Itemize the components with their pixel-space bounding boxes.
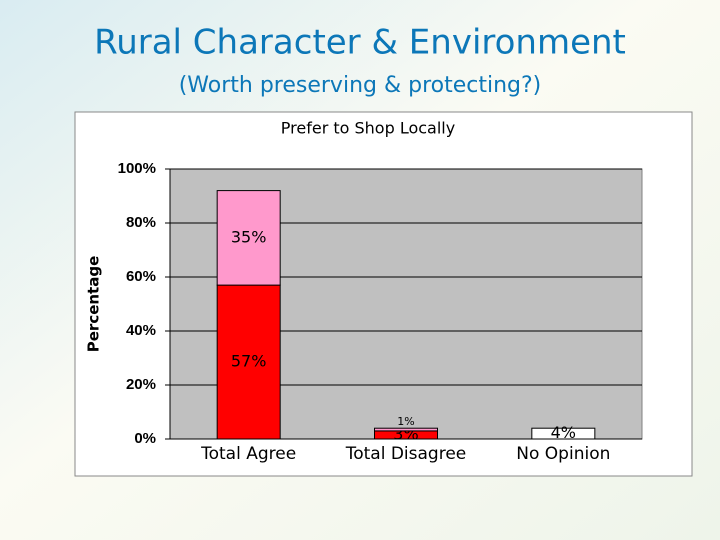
y-tick-label: 100%	[118, 160, 156, 177]
value-label: 1%	[397, 415, 414, 428]
y-axis-label: Percentage	[85, 256, 103, 353]
x-tick-label: Total Agree	[200, 444, 296, 464]
slide-title: Rural Character & Environment	[94, 23, 626, 63]
x-tick-label: No Opinion	[516, 444, 610, 464]
bar-segment	[216, 190, 281, 286]
bar-segment	[374, 427, 438, 432]
slide-subtitle: (Worth preserving & protecting?)	[179, 73, 542, 98]
chart: 0% 20% 40% 60% 80% 100% Total Agree 57% 35% Total…	[118, 160, 642, 464]
y-tick-label: 20%	[126, 376, 156, 393]
value-label: 4%	[551, 423, 576, 442]
y-tick-label: 60%	[126, 268, 156, 285]
y-tick-label: 40%	[126, 322, 156, 339]
chart-title: Prefer to Shop Locally	[281, 119, 455, 138]
bar-segment	[216, 284, 281, 440]
value-label: 35%	[231, 227, 267, 246]
value-label: 57%	[231, 352, 267, 371]
y-tick-label: 80%	[126, 214, 156, 231]
y-tick-label: 0%	[134, 430, 156, 447]
x-tick-label: Total Disagree	[345, 444, 467, 464]
bar-segment	[531, 427, 596, 440]
